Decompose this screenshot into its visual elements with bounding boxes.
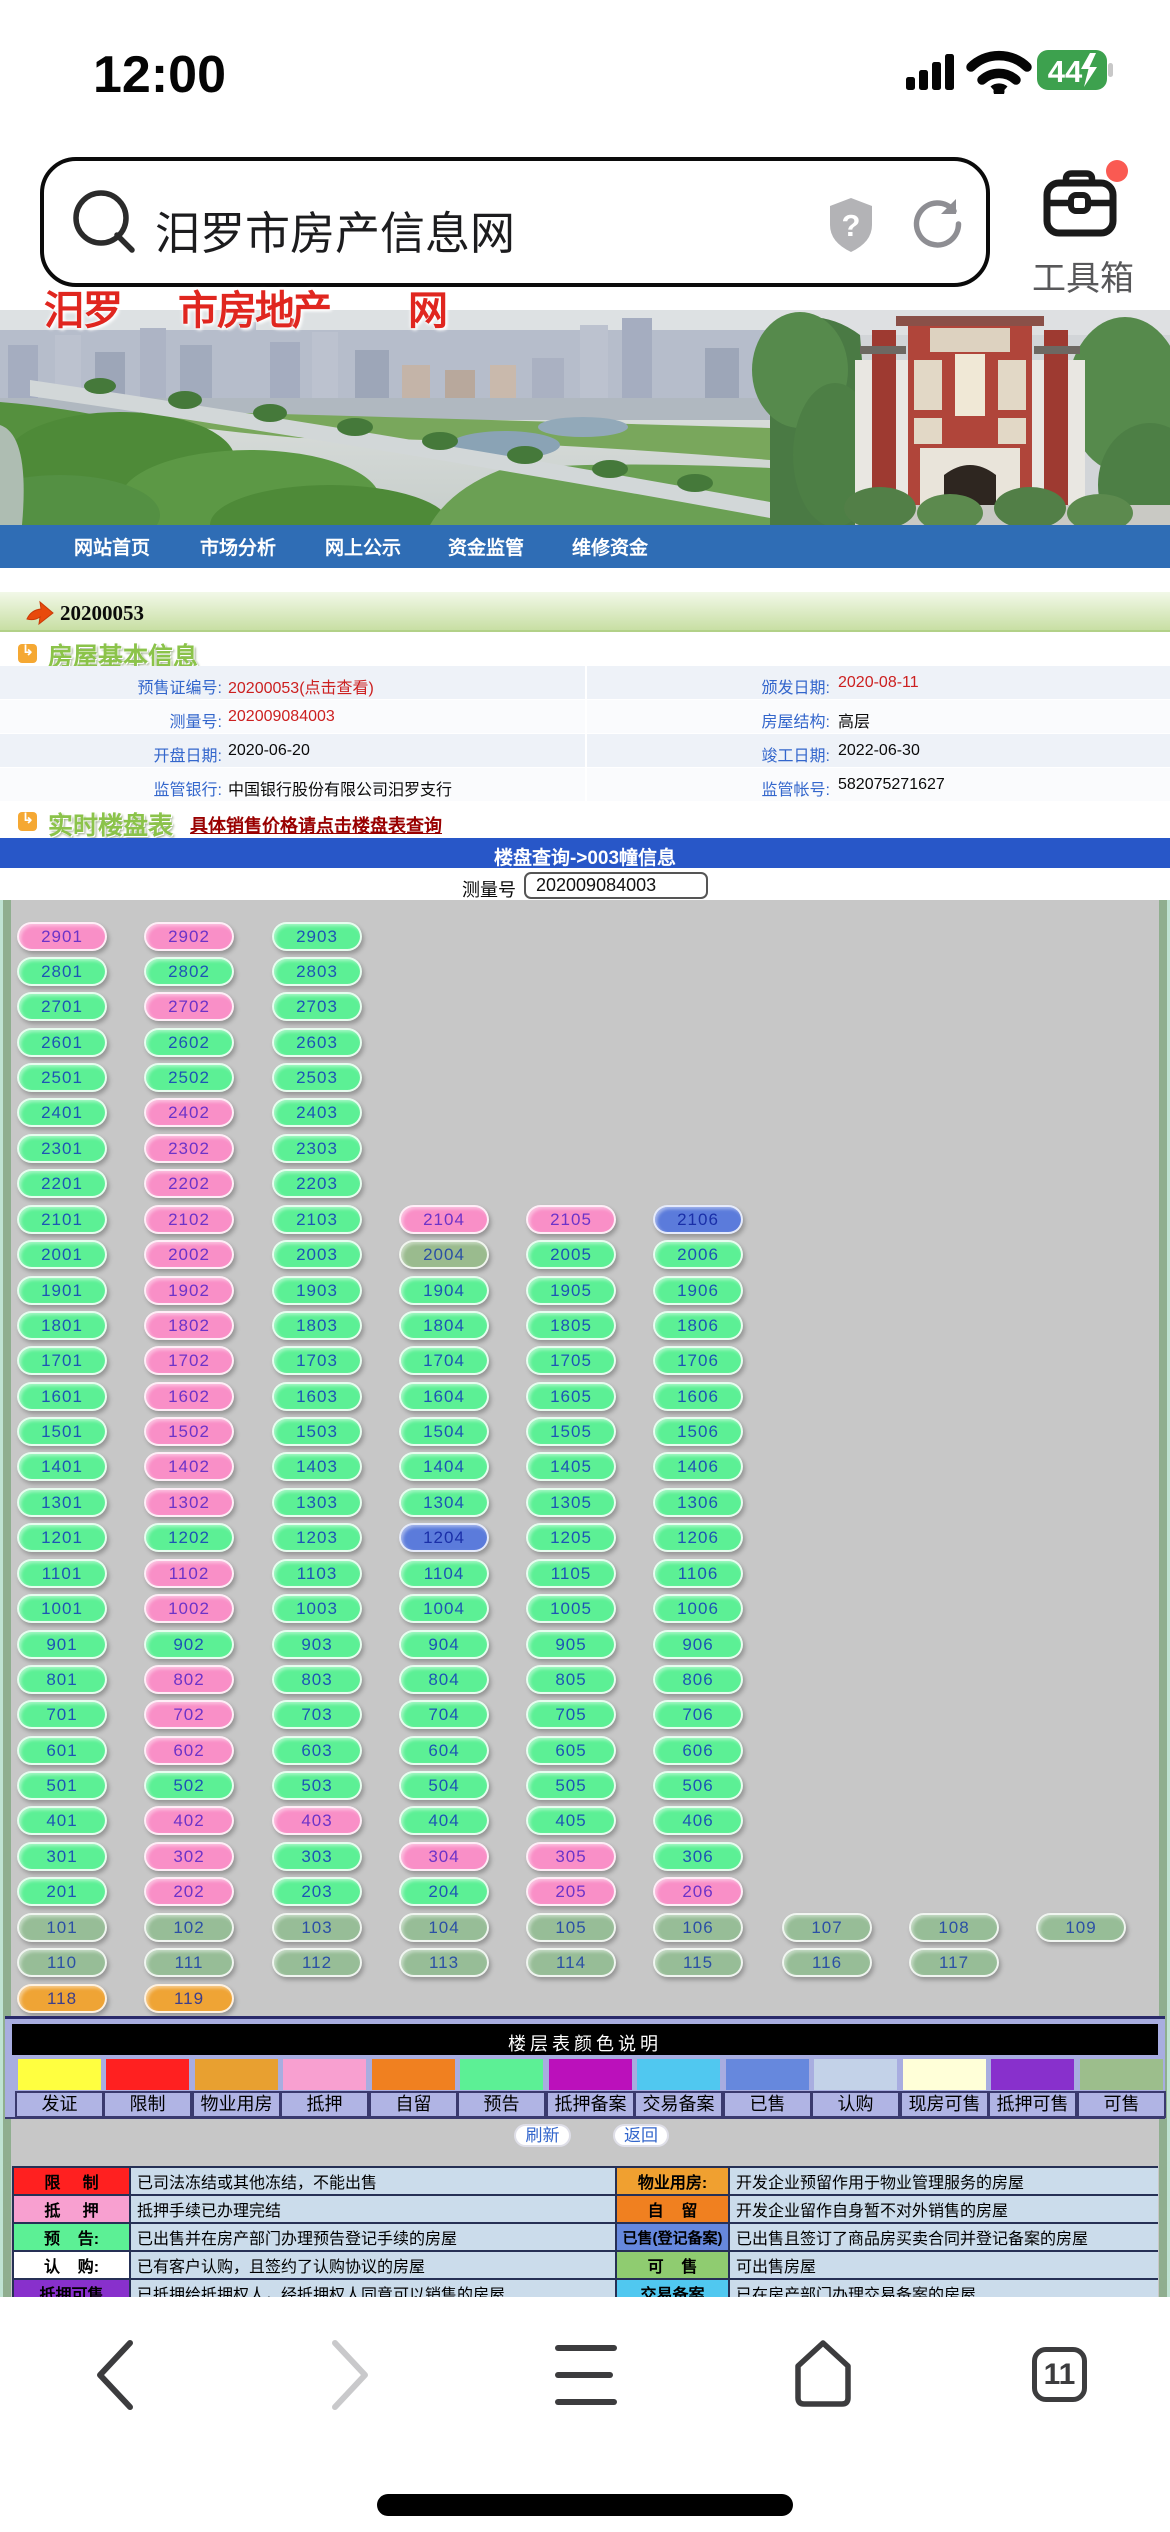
svg-text:?: ? [842,208,861,243]
